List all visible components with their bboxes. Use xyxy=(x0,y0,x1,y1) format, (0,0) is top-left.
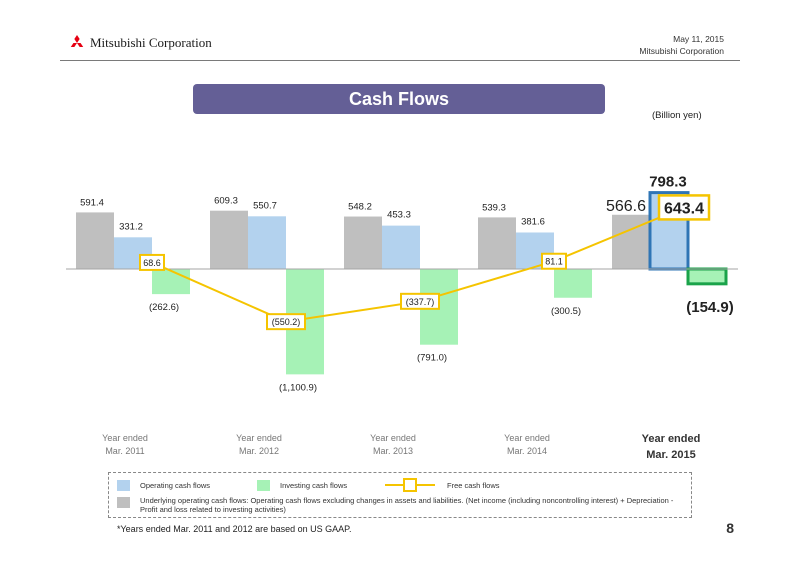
legend: Operating cash flows Investing cash flow… xyxy=(108,472,692,518)
category-label-3-line1: Year ended xyxy=(504,433,550,443)
operating-label-0: 331.2 xyxy=(119,221,143,232)
legend-swatch-operating xyxy=(117,480,130,491)
free-cash-flow-point-1 xyxy=(266,313,306,331)
cash-flow-chart: 591.4 331.2 (262.6) Year ended Mar. 2011 609.… xyxy=(66,174,738,461)
category-label-0-line2: Mar. 2011 xyxy=(105,446,144,456)
operating-label-1: 550.7 xyxy=(253,200,277,211)
underlying-label-0: 591.4 xyxy=(80,197,104,208)
company-logo: Mitsubishi Corporation xyxy=(68,35,212,51)
operating-bar-1 xyxy=(248,216,286,269)
legend-line-free-icon xyxy=(385,478,435,492)
legend-label-investing: Investing cash flows xyxy=(280,481,348,490)
legend-label-operating: Operating cash flows xyxy=(140,481,211,490)
operating-label-3: 381.6 xyxy=(521,216,545,227)
legend-label-underlying: Underlying operating cash flows: Operati… xyxy=(140,496,674,514)
free-cash-flow-label-4: 643.4 xyxy=(664,200,704,217)
category-label-3-line2: Mar. 2014 xyxy=(507,446,547,456)
underlying-label-1: 609.3 xyxy=(214,196,238,207)
free-cash-flow-label-1: (550.2) xyxy=(272,317,301,327)
free-cash-flow-label-3: 81.1 xyxy=(545,257,563,267)
investing-label-1: (1,100.9) xyxy=(279,382,317,393)
investing-label-2: (791.0) xyxy=(417,353,447,364)
unit-label: (Billion yen) xyxy=(652,110,702,121)
footnote: *Years ended Mar. 2011 and 2012 are base… xyxy=(117,524,352,534)
underlying-label-4: 566.6 xyxy=(606,198,646,215)
free-cash-flow-point-3 xyxy=(541,252,567,270)
investing-label-0: (262.6) xyxy=(149,302,179,313)
investing-bar-0 xyxy=(152,269,190,295)
category-label-1-line2: Mar. 2012 xyxy=(239,446,279,456)
category-label-1-line1: Year ended xyxy=(236,433,282,443)
legend-item-operating: Operating cash flows xyxy=(117,480,210,491)
underlying-bar-0 xyxy=(76,212,114,269)
operating-label-2: 453.3 xyxy=(387,210,411,221)
legend-swatch-underlying xyxy=(117,497,130,508)
legend-label-free: Free cash flows xyxy=(447,480,500,490)
company-name: Mitsubishi Corporation xyxy=(90,35,212,50)
report-date: May 11, 2015 xyxy=(673,34,724,44)
free-cash-flow-point-0 xyxy=(139,253,165,271)
legend-swatch-investing xyxy=(257,480,270,491)
investing-label-3: (300.5) xyxy=(551,306,581,317)
investing-bar-3 xyxy=(554,269,592,298)
operating-label-4: 798.3 xyxy=(649,174,687,191)
page-number: 8 xyxy=(726,520,734,536)
investing-bar-4 xyxy=(686,267,728,286)
underlying-bar-2 xyxy=(344,216,382,269)
category-label-2-line1: Year ended xyxy=(370,433,416,443)
underlying-label-3: 539.3 xyxy=(482,202,506,213)
free-cash-flow-point-4 xyxy=(657,194,711,221)
legend-item-investing: Investing cash flows xyxy=(257,480,347,491)
legend-item-free: Free cash flows xyxy=(385,478,500,492)
header-company: Mitsubishi Corporation xyxy=(639,46,724,56)
free-cash-flow-label-0: 68.6 xyxy=(143,258,161,268)
free-cash-flow-label-2: (337.7) xyxy=(406,297,435,307)
underlying-label-2: 548.2 xyxy=(348,202,372,213)
category-label-0-line1: Year ended xyxy=(102,433,148,443)
category-label-2-line2: Mar. 2013 xyxy=(373,446,413,456)
header-divider xyxy=(60,60,740,61)
legend-item-underlying: Underlying operating cash flows: Operati… xyxy=(117,496,685,514)
underlying-bar-3 xyxy=(478,217,516,269)
category-label-4-line1: Year ended xyxy=(642,433,701,445)
underlying-bar-1 xyxy=(210,210,248,269)
free-cash-flow-point-2 xyxy=(400,292,440,310)
header-info: May 11, 2015 Mitsubishi Corporation xyxy=(639,33,724,57)
three-diamonds-icon xyxy=(70,35,84,47)
category-label-4-line2: Mar. 2015 xyxy=(646,449,696,461)
investing-label-4: (154.9) xyxy=(686,299,734,316)
operating-bar-2 xyxy=(382,225,420,269)
page-title: Cash Flows xyxy=(193,84,605,114)
